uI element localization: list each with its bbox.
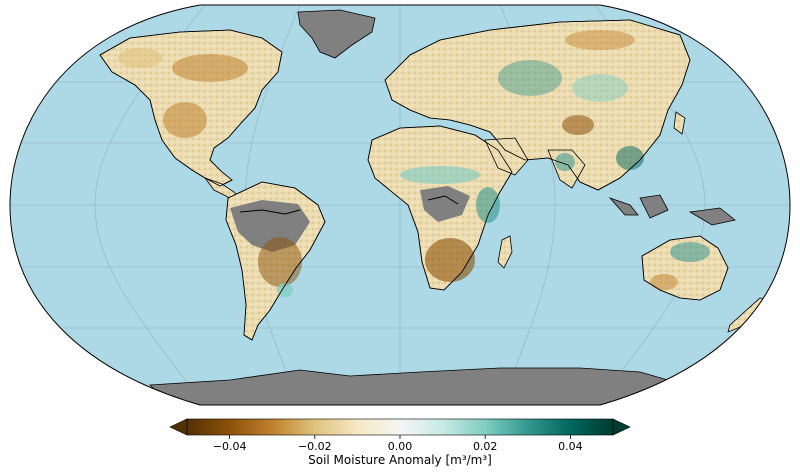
anomaly-dry-siberia [565,30,635,50]
colorbar-label: Soil Moisture Anomaly [m³/m³] [308,453,492,467]
antarctica [149,367,669,405]
anomaly-dry-alaska [118,48,162,68]
greenland [297,9,376,59]
borneo [639,194,669,219]
anomaly-wet-central-asia [572,74,628,102]
colorbar-tick-label: −0.02 [298,440,332,453]
colorbar-ticks: −0.04 −0.02 0.00 0.02 0.04 [213,435,583,453]
colorbar-extend-low [169,418,188,436]
anomaly-dry-canada [172,54,248,82]
colorbar-extend-high [612,418,631,436]
colorbar-gradient [186,418,614,436]
madagascar [497,235,513,269]
anomaly-wet-east-africa [476,187,500,223]
congo-no-data [420,186,470,222]
colorbar-tick-label: 0.00 [388,440,413,453]
anomaly-wet-russia [498,60,562,96]
anomaly-dry-tibet [562,115,594,135]
anomaly-wet-southeast-asia [616,146,644,170]
anomaly-wet-north-australia [670,242,710,262]
anomaly-dry-southwest-australia [650,274,678,290]
anomaly-dry-brazil [258,237,302,287]
anomaly-dry-us [163,102,207,138]
anomaly-field [118,30,710,297]
colorbar-tick-label: 0.02 [473,440,498,453]
anomaly-wet-india [555,153,575,171]
colorbar-tick-label: 0.04 [558,440,583,453]
anomaly-wet-sahel [400,166,480,184]
congo-river [427,195,459,205]
sumatra [608,197,639,216]
new-guinea [688,207,736,226]
arabia [484,137,529,176]
coastlines [99,19,729,341]
japan [673,111,686,135]
anomaly-wet-uruguay [277,283,293,297]
colorbar-tick-label: −0.04 [213,440,247,453]
amazon-river [239,209,301,215]
anomaly-dry-southern-africa [425,238,475,282]
globe-outline [9,4,791,406]
map-globe [9,4,791,406]
colorbar: −0.04 −0.02 0.00 0.02 0.04 Soil Moisture Ano… [169,418,631,467]
